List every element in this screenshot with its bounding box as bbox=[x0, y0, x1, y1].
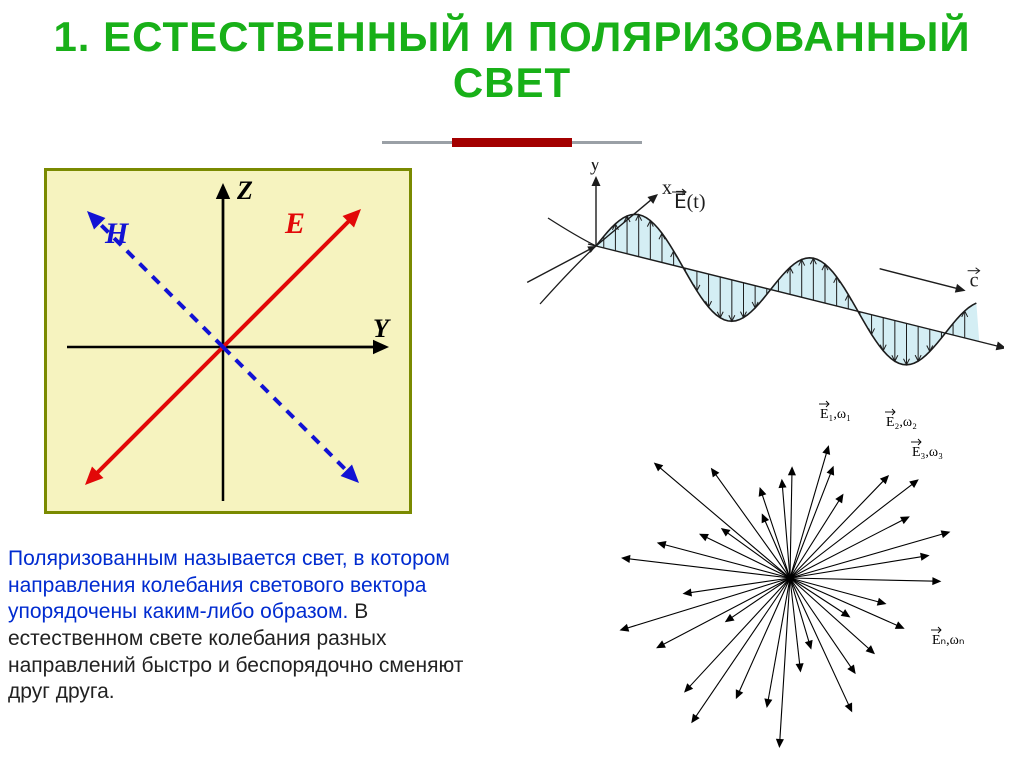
page-title: 1. ЕСТЕСТВЕННЫЙ И ПОЛЯРИЗОВАННЫЙ СВЕТ bbox=[0, 0, 1024, 106]
wave-diagram: yxE⃗(t)cz bbox=[524, 162, 1004, 384]
svg-text:H: H bbox=[104, 217, 130, 250]
title-rule bbox=[382, 138, 642, 147]
vector-diagram-svg: Z Y E H bbox=[47, 171, 409, 511]
svg-text:Eₙ,ωₙ: Eₙ,ωₙ bbox=[932, 633, 964, 648]
svg-text:x: x bbox=[662, 177, 672, 199]
vector-diagram: Z Y E H bbox=[44, 168, 412, 514]
description-text: Поляризованным называется свет, в которо… bbox=[8, 546, 498, 706]
svg-text:E₂,ω₂: E₂,ω₂ bbox=[886, 415, 917, 430]
burst-diagram-svg: E₁,ω₁ E₂,ω₂ E₃,ω₃ Eₙ,ωₙ bbox=[520, 396, 1014, 750]
description-part1: Поляризованным называется свет, в которо… bbox=[8, 547, 450, 623]
svg-text:E₃,ω₃: E₃,ω₃ bbox=[912, 445, 943, 460]
svg-text:E: E bbox=[284, 207, 305, 240]
svg-text:y: y bbox=[590, 162, 600, 175]
burst-diagram: E₁,ω₁ E₂,ω₂ E₃,ω₃ Eₙ,ωₙ bbox=[520, 396, 1014, 750]
title-text: 1. ЕСТЕСТВЕННЫЙ И ПОЛЯРИЗОВАННЫЙ СВЕТ bbox=[53, 13, 970, 106]
svg-text:E₁,ω₁: E₁,ω₁ bbox=[820, 407, 851, 422]
rule-red-mid bbox=[452, 138, 572, 147]
wave-diagram-svg: yxE⃗(t)cz bbox=[524, 162, 1004, 384]
svg-text:Y: Y bbox=[373, 314, 391, 343]
svg-text:Z: Z bbox=[236, 176, 253, 205]
